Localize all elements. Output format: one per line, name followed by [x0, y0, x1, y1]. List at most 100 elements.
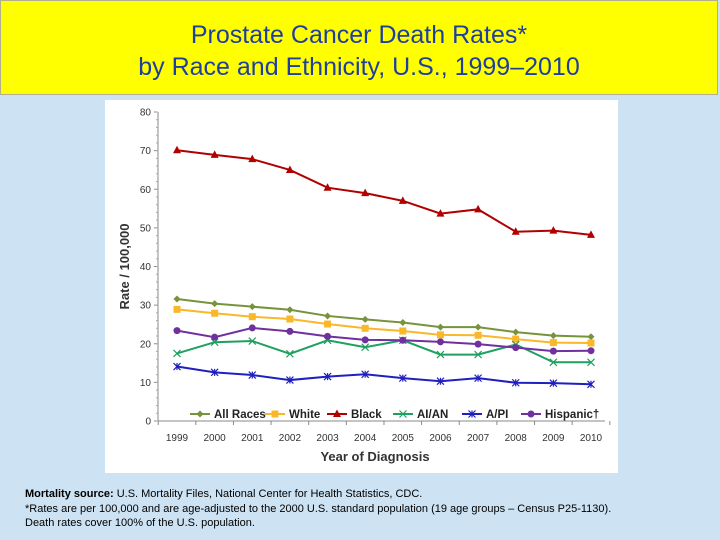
x-tick-label: 2001: [241, 433, 264, 444]
data-point: [587, 230, 595, 238]
x-tick-label: 1999: [166, 433, 189, 444]
data-point: [324, 320, 332, 328]
x-tick-label: 2009: [542, 433, 565, 444]
y-tick-label: 40: [140, 262, 152, 273]
y-axis-label: Rate / 100,000: [117, 223, 132, 309]
x-tick-label: 2005: [392, 433, 415, 444]
data-point: [361, 315, 369, 323]
source-text: U.S. Mortality Files, National Center fo…: [113, 488, 423, 500]
data-point: [324, 332, 332, 340]
x-tick-label: 2004: [354, 433, 377, 444]
series-line: [176, 308, 592, 344]
data-point: [173, 305, 181, 313]
data-point: [549, 358, 558, 367]
footnote-line-3: Death rates cover 100% of the U.S. popul…: [25, 517, 255, 529]
data-point: [361, 370, 370, 379]
legend-label: AI/AN: [417, 409, 448, 421]
data-point: [361, 336, 369, 344]
data-point: [587, 347, 595, 355]
data-point: [512, 335, 520, 343]
data-point: [587, 333, 595, 341]
data-point: [436, 350, 445, 359]
data-point: [211, 309, 219, 317]
data-point: [211, 333, 219, 341]
data-point: [549, 339, 557, 347]
series-white: [173, 305, 595, 347]
data-point: [173, 362, 181, 371]
y-tick-label: 80: [140, 108, 152, 119]
source-label: Mortality source:: [25, 488, 114, 500]
x-tick-label: 2002: [279, 433, 302, 444]
data-point: [196, 410, 204, 418]
legend-item: Black: [327, 409, 382, 421]
data-point: [285, 376, 294, 384]
y-tick-label: 20: [140, 339, 152, 350]
legend-item: Hispanic†: [521, 409, 599, 421]
data-point: [210, 338, 219, 347]
data-point: [474, 374, 483, 383]
data-point: [248, 303, 256, 311]
data-point: [173, 295, 181, 303]
data-point: [587, 339, 595, 347]
data-point: [512, 344, 520, 352]
legend-label: Hispanic†: [545, 409, 599, 421]
series-line: [176, 339, 591, 364]
y-tick-label: 60: [140, 185, 152, 196]
data-point: [173, 145, 181, 154]
data-point: [248, 337, 257, 345]
line-chart: 0 10 20 30 40 50 60 70 80 1999 2000 2001 2002 2003 200…: [117, 108, 611, 464]
x-axis-label: Year of Diagnosis: [320, 449, 429, 464]
data-point: [587, 380, 595, 389]
footnote: Mortality source: U.S. Mortality Files, …: [25, 487, 611, 531]
data-point: [324, 312, 332, 320]
y-tick-label: 0: [145, 417, 151, 428]
data-point: [399, 319, 407, 327]
data-point: [512, 328, 520, 336]
data-point: [399, 410, 407, 418]
data-point: [361, 188, 370, 197]
y-tick-label: 10: [140, 378, 152, 389]
data-point: [511, 227, 520, 235]
data-point: [436, 209, 445, 217]
x-tick-label: 2006: [429, 433, 452, 444]
data-point: [587, 358, 595, 367]
data-point: [436, 331, 444, 339]
data-point: [468, 410, 476, 418]
data-point: [549, 332, 557, 340]
data-point: [436, 377, 445, 386]
x-tick-label: 2003: [316, 433, 339, 444]
data-point: [248, 313, 256, 321]
data-point: [323, 372, 332, 381]
data-point: [286, 306, 294, 314]
data-point: [474, 350, 483, 359]
data-point: [323, 183, 332, 191]
legend-item: White: [265, 409, 320, 421]
data-point: [474, 331, 482, 339]
y-tick-label: 70: [140, 146, 152, 157]
x-tick-label: 2010: [580, 433, 603, 444]
x-tick-label: 2008: [505, 433, 528, 444]
data-point: [474, 204, 483, 213]
data-point: [173, 349, 181, 358]
legend-item: AI/AN: [393, 409, 448, 421]
data-point: [211, 300, 219, 308]
data-point: [399, 327, 407, 335]
data-point: [436, 323, 444, 331]
legend-label: A/PI: [486, 409, 508, 421]
data-point: [549, 347, 557, 355]
series-line: [176, 297, 592, 338]
data-point: [361, 324, 369, 332]
series-a-pi: [173, 362, 595, 389]
data-point: [436, 338, 444, 346]
data-point: [248, 324, 256, 332]
x-tick-label: 2007: [467, 433, 490, 444]
series-line: [176, 149, 592, 236]
data-point: [361, 343, 370, 352]
data-point: [285, 349, 294, 358]
legend-label: All Races: [214, 409, 266, 421]
data-point: [173, 327, 181, 335]
data-point: [248, 154, 257, 163]
series-black: [173, 145, 595, 238]
legend-item: A/PI: [462, 409, 508, 421]
series-line: [176, 326, 592, 353]
